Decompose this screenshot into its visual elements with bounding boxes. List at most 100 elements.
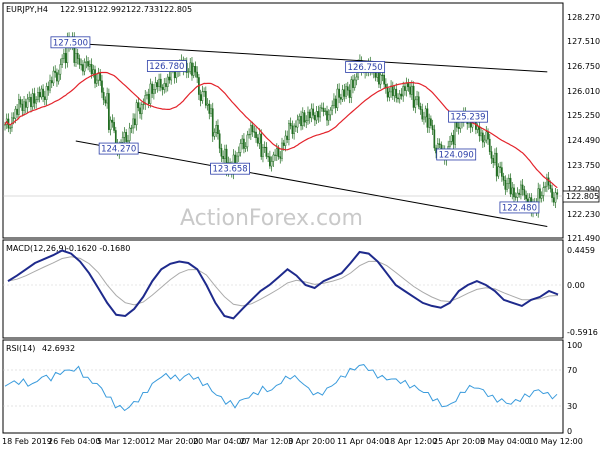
candle-body xyxy=(87,61,89,67)
annotation-label: 124.090 xyxy=(439,150,474,160)
candle-body xyxy=(525,194,527,200)
candle-body xyxy=(431,125,434,131)
candle-body xyxy=(128,127,131,141)
candle-body xyxy=(298,115,301,121)
candle-body xyxy=(133,118,136,126)
candle-body xyxy=(64,53,67,64)
candle-body xyxy=(80,64,83,66)
candle-body xyxy=(521,184,524,190)
candle-body xyxy=(220,147,223,157)
y-tick-label: 126.750 xyxy=(567,62,600,71)
rsi-line xyxy=(4,364,558,412)
candle-body xyxy=(217,125,219,135)
candle-body xyxy=(284,135,287,146)
candle-body xyxy=(410,85,413,95)
candle-body xyxy=(90,64,93,75)
macd-y-tick: 0.4459 xyxy=(567,246,595,255)
macd-title: MACD(12,26,9) xyxy=(6,244,67,253)
candle-body xyxy=(274,154,276,156)
annotation-box xyxy=(98,142,139,155)
candle-body xyxy=(433,129,436,149)
candle-body xyxy=(31,93,34,108)
candle-body xyxy=(270,161,273,167)
candle-body xyxy=(45,86,48,100)
candle-body xyxy=(199,94,202,101)
candle-body xyxy=(208,103,211,114)
candle-body xyxy=(331,105,334,111)
annotation-label: 122.480 xyxy=(502,203,537,213)
rsi-panel xyxy=(2,339,564,434)
candle-body xyxy=(192,66,195,76)
candle-body xyxy=(191,62,193,76)
candle-body xyxy=(243,138,245,149)
candle-body xyxy=(312,108,315,116)
watermark: ActionForex.com xyxy=(180,206,363,231)
candle-body xyxy=(423,116,425,120)
candle-body xyxy=(495,152,498,177)
candle-body xyxy=(135,102,138,126)
candle-body xyxy=(412,85,415,108)
candle-body xyxy=(398,93,401,100)
candle-body xyxy=(300,115,302,127)
x-tick-label: 11 Apr 04:00 xyxy=(337,437,389,446)
candle-body xyxy=(43,96,46,100)
candle-body xyxy=(204,91,207,106)
candle-body xyxy=(211,108,214,137)
candle-body xyxy=(189,62,192,72)
candle-body xyxy=(322,107,325,112)
candle-body xyxy=(319,107,321,118)
rsi-y-tick: 30 xyxy=(567,402,577,411)
candle-body xyxy=(516,192,519,198)
annotation-label: 124.270 xyxy=(101,145,136,155)
candle-body xyxy=(267,156,269,158)
candle-body xyxy=(438,143,441,145)
candle-body xyxy=(236,155,238,164)
rsi-y-tick: 70 xyxy=(567,366,577,375)
annotation-box xyxy=(448,110,488,123)
candle-body xyxy=(383,74,385,85)
candle-body xyxy=(153,89,155,94)
candle-body xyxy=(324,110,327,112)
candle-body xyxy=(151,83,154,94)
candle-body xyxy=(146,93,148,96)
candle-body xyxy=(234,154,237,164)
candle-body xyxy=(218,133,221,149)
candle-body xyxy=(502,176,505,181)
candle-body xyxy=(213,132,216,137)
candle-body xyxy=(241,138,244,144)
current-price-label: 122.805 xyxy=(566,192,599,201)
candle-body xyxy=(391,85,394,97)
candle-body xyxy=(59,64,62,75)
x-tick-label: 3 Apr 20:00 xyxy=(288,437,335,446)
candle-body xyxy=(419,106,422,110)
candle-body xyxy=(352,79,354,88)
x-tick-label: 18 Apr 12:00 xyxy=(385,437,437,446)
candle-body xyxy=(405,83,408,91)
candle-body xyxy=(163,83,166,90)
candle-body xyxy=(327,114,330,121)
candle-body xyxy=(540,195,543,199)
candle-body xyxy=(544,185,546,188)
candle-body xyxy=(57,73,60,82)
candle-body xyxy=(147,93,150,104)
candle-body xyxy=(542,187,545,196)
candle-body xyxy=(308,111,311,119)
candle-body xyxy=(19,99,22,105)
candle-body xyxy=(402,86,405,97)
candle-body xyxy=(246,134,249,148)
macd-y-tick: -0.5916 xyxy=(567,328,598,337)
candle-body xyxy=(140,104,143,115)
candle-body xyxy=(154,82,157,90)
candle-body xyxy=(494,152,496,163)
candle-body xyxy=(132,118,134,129)
candle-body xyxy=(113,122,115,131)
candle-body xyxy=(201,91,204,101)
candle-body xyxy=(514,196,517,198)
annotation-box xyxy=(499,201,540,214)
candle-body xyxy=(507,177,510,184)
candle-body xyxy=(255,131,257,139)
candle-body xyxy=(549,184,552,190)
candle-body xyxy=(417,96,420,107)
candle-body xyxy=(286,135,289,140)
candle-body xyxy=(30,96,32,108)
